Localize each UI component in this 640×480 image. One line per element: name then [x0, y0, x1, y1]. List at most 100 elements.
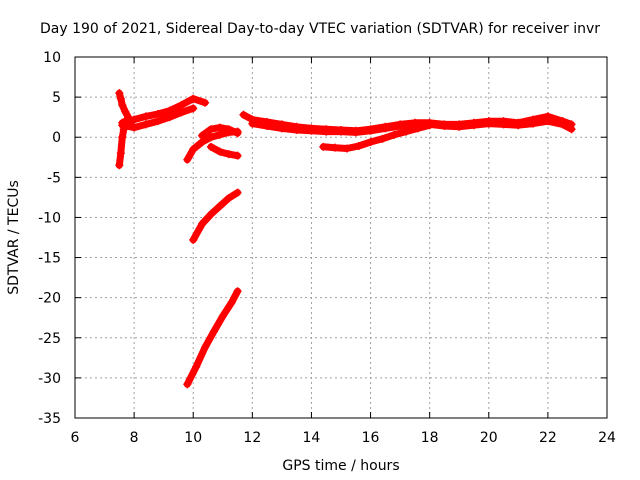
- data-point-marker: [292, 126, 301, 135]
- data-point-marker: [337, 127, 345, 136]
- data-point-marker: [558, 120, 567, 129]
- data-point-marker: [177, 108, 186, 117]
- series-band: [319, 121, 434, 152]
- data-point-marker: [567, 125, 576, 134]
- data-point-marker: [141, 112, 150, 121]
- data-point-marker: [543, 117, 552, 126]
- data-point-marker: [233, 151, 242, 160]
- data-point-marker: [233, 188, 242, 197]
- data-point-marker: [141, 120, 150, 129]
- data-point-marker: [440, 121, 449, 130]
- data-point-marker: [165, 113, 174, 122]
- data-point-marker: [183, 155, 192, 164]
- chart-title: Day 190 of 2021, Sidereal Day-to-day VTE…: [40, 21, 600, 37]
- x-tick-label: 16: [362, 430, 380, 446]
- series-arc-l: [319, 121, 434, 153]
- data-point-marker: [206, 133, 215, 142]
- x-axis-title: GPS time / hours: [282, 458, 399, 474]
- y-tick-label: -35: [38, 411, 61, 427]
- data-point-marker: [263, 121, 272, 130]
- data-point-marker: [206, 142, 215, 151]
- y-tick-label: -25: [38, 331, 61, 347]
- data-point-marker: [378, 134, 387, 143]
- data-point-marker: [215, 147, 224, 156]
- data-point-marker: [233, 129, 242, 138]
- data-point-marker: [218, 312, 227, 321]
- data-point-marker: [118, 101, 127, 110]
- series-arc-i: [183, 287, 242, 389]
- data-point-marker: [354, 142, 363, 151]
- data-point-marker: [425, 121, 434, 130]
- data-point-marker: [209, 327, 218, 336]
- data-point-marker: [215, 202, 224, 211]
- y-tick-label: -20: [38, 291, 61, 307]
- y-tick-label: -10: [38, 210, 61, 226]
- x-tick-label: 12: [243, 430, 261, 446]
- data-point-marker: [215, 130, 224, 139]
- data-point-marker: [198, 131, 207, 140]
- data-point-marker: [183, 380, 192, 389]
- data-point-marker: [115, 161, 124, 170]
- series-band: [189, 189, 242, 244]
- data-point-marker: [189, 94, 198, 103]
- data-point-marker: [130, 123, 139, 132]
- data-point-marker: [319, 142, 328, 151]
- x-tick-label: 8: [130, 430, 139, 446]
- data-point-marker: [201, 343, 210, 352]
- data-point-marker: [402, 127, 411, 136]
- data-point-marker: [224, 150, 233, 159]
- x-tick-label: 6: [71, 430, 80, 446]
- tick-layer: 6 8 10 12 14 16 18 20 22 24 -35 -30 -25 -20 -15 -10 -5 0 5…: [38, 50, 616, 446]
- data-point-marker: [130, 115, 139, 124]
- x-tick-label: 24: [598, 430, 616, 446]
- data-point-marker: [390, 130, 399, 139]
- data-point-marker: [484, 119, 493, 128]
- data-point-marker: [177, 101, 186, 110]
- data-point-marker: [396, 121, 405, 130]
- data-point-marker: [239, 110, 248, 119]
- data-point-marker: [514, 121, 523, 130]
- y-tick-label: -15: [38, 251, 61, 267]
- data-point-marker: [206, 210, 215, 219]
- data-point-marker: [118, 133, 127, 142]
- plot-frame: [74, 56, 608, 419]
- series-band: [207, 143, 242, 160]
- series-arc-g: [206, 142, 242, 160]
- data-point-marker: [189, 145, 198, 154]
- data-point-marker: [201, 98, 210, 107]
- data-point-marker: [215, 123, 224, 132]
- data-point-marker: [118, 121, 127, 130]
- series-arc-f: [198, 123, 242, 140]
- series-arc-k: [248, 117, 576, 137]
- data-point-marker: [233, 287, 242, 296]
- data-point-marker: [366, 138, 375, 147]
- data-point-marker: [529, 119, 538, 128]
- data-point-marker: [153, 109, 162, 118]
- data-point-marker: [499, 120, 508, 129]
- data-point-marker: [227, 298, 236, 307]
- data-point-marker: [351, 128, 360, 137]
- data-point-marker: [224, 125, 233, 134]
- data-point-marker: [455, 122, 464, 131]
- data-point-marker: [331, 143, 340, 152]
- data-point-marker: [413, 124, 422, 133]
- data-point-marker: [307, 126, 316, 135]
- data-point-marker: [470, 121, 478, 130]
- data-point-marker: [381, 124, 390, 133]
- data-point-marker: [366, 126, 375, 135]
- x-tick-label: 18: [421, 430, 439, 446]
- data-point-marker: [206, 125, 215, 134]
- x-tick-label: 14: [303, 430, 321, 446]
- data-point-marker: [192, 362, 201, 371]
- x-tick-label: 20: [480, 430, 498, 446]
- data-point-marker: [116, 94, 125, 103]
- data-point-marker: [115, 89, 124, 98]
- data-point-marker: [116, 149, 125, 158]
- data-point-marker: [224, 194, 233, 203]
- data-point-marker: [248, 119, 257, 128]
- data-point-marker: [198, 219, 207, 228]
- data-point-marker: [189, 104, 198, 113]
- series-arc-h: [189, 188, 242, 244]
- y-tick-label: 5: [52, 90, 61, 106]
